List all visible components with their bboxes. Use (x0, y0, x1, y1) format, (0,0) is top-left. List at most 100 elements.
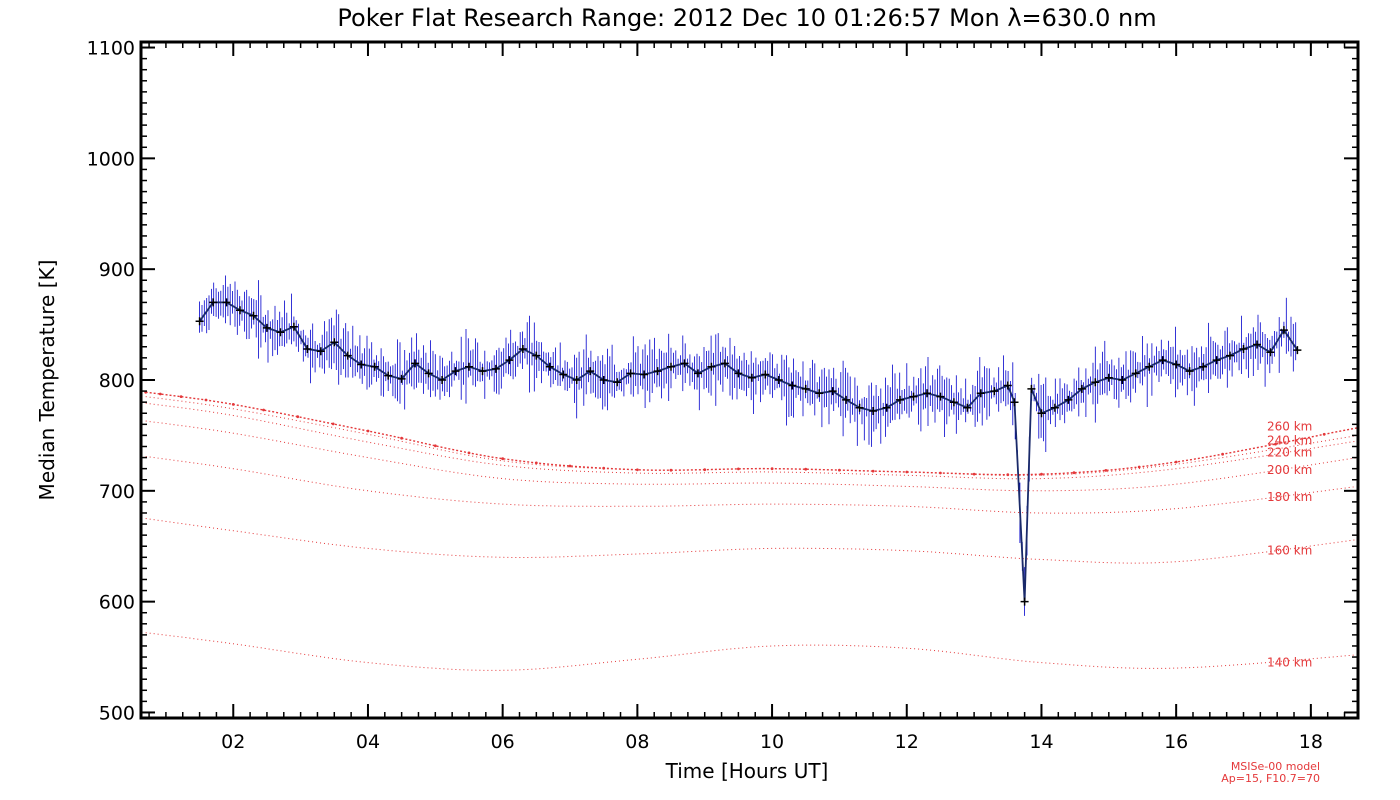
altitude-label: 240 km (1267, 433, 1312, 447)
model-point (1137, 465, 1141, 469)
data-point (976, 389, 985, 398)
model-point (669, 468, 673, 472)
data-point (774, 376, 783, 384)
data-point (572, 376, 581, 384)
x-tick-label: 06 (491, 731, 515, 753)
model-point (366, 429, 370, 433)
data-point (936, 392, 945, 401)
model-point (1221, 452, 1224, 456)
model-point (972, 472, 976, 476)
data-point (734, 369, 743, 378)
data-point (545, 362, 554, 371)
model-point (400, 436, 403, 440)
model-point (331, 422, 335, 426)
data-point (680, 359, 689, 368)
data-point (343, 351, 352, 360)
model-curve-200-km (145, 420, 1359, 492)
data-point (518, 345, 527, 353)
model-point (1174, 460, 1178, 464)
data-point (465, 362, 473, 371)
model-curve-140-km (145, 632, 1359, 671)
data-point (882, 403, 891, 412)
data-point (1010, 398, 1019, 407)
data-point (613, 378, 622, 387)
model-label: MSISe-00 model (1231, 760, 1320, 773)
model-point (602, 466, 606, 470)
data-point (1279, 326, 1288, 335)
data-point (707, 362, 716, 371)
data-point (828, 387, 837, 396)
data-point (397, 374, 406, 383)
data-point (505, 356, 514, 365)
y-tick-label: 1000 (87, 148, 135, 170)
data-point (586, 367, 595, 376)
chart-title: Poker Flat Research Range: 2012 Dec 10 0… (337, 4, 1156, 32)
x-tick-label: 18 (1299, 731, 1323, 753)
altitude-label: 160 km (1267, 544, 1312, 558)
data-point (289, 322, 298, 331)
data-point (801, 384, 810, 393)
data-point (855, 403, 864, 412)
data-point (559, 370, 568, 379)
measured-series (195, 275, 1302, 616)
data-point (1158, 356, 1167, 365)
data-point (1104, 373, 1113, 382)
model-point (871, 469, 875, 473)
model-point (204, 398, 208, 402)
data-point (276, 328, 285, 337)
data-point (1212, 356, 1221, 365)
model-point (467, 451, 471, 455)
data-point (451, 367, 460, 376)
x-tick-label: 12 (895, 731, 919, 753)
data-point (667, 362, 675, 371)
data-point (626, 369, 635, 378)
data-point (1226, 351, 1234, 360)
model-point (1104, 469, 1108, 472)
model-point (737, 467, 740, 471)
model-curve-160-km (145, 518, 1359, 564)
data-point (316, 347, 325, 356)
x-tick-label: 14 (1029, 731, 1053, 753)
data-point (370, 362, 379, 371)
data-point (222, 298, 231, 307)
data-point (909, 392, 918, 401)
model-point (905, 470, 909, 474)
data-point (963, 403, 972, 412)
data-point (1020, 597, 1029, 606)
data-point (357, 360, 366, 369)
model-point (1322, 432, 1326, 436)
data-point (303, 345, 312, 353)
y-axis-label: Median Temperature [K] (35, 260, 59, 501)
x-axis-label: Time [Hours UT] (665, 759, 829, 783)
data-point (1050, 403, 1059, 412)
data-point (1145, 362, 1154, 371)
model-point (1072, 471, 1076, 475)
data-point (1091, 378, 1100, 387)
model-curve-220-km (145, 402, 1359, 480)
model-point (501, 457, 505, 461)
data-point (720, 359, 729, 368)
y-tick-label: 800 (99, 370, 135, 392)
altitude-label: 260 km (1267, 420, 1312, 434)
altitude-label: 140 km (1267, 655, 1312, 669)
altitude-label: 200 km (1267, 463, 1312, 477)
x-tick-label: 08 (625, 731, 649, 753)
data-point (1293, 346, 1302, 355)
data-point (815, 389, 824, 398)
data-point (1027, 384, 1036, 393)
data-point (424, 369, 433, 378)
data-point (788, 381, 797, 390)
data-point (990, 387, 999, 396)
model-point (1040, 472, 1043, 476)
data-point (384, 371, 393, 380)
data-point (640, 370, 649, 379)
data-point (209, 298, 218, 307)
data-point (478, 367, 487, 376)
data-point (532, 351, 541, 360)
data-point (869, 407, 878, 415)
data-point (438, 376, 447, 384)
data-point (491, 364, 500, 373)
model-point (179, 395, 183, 398)
